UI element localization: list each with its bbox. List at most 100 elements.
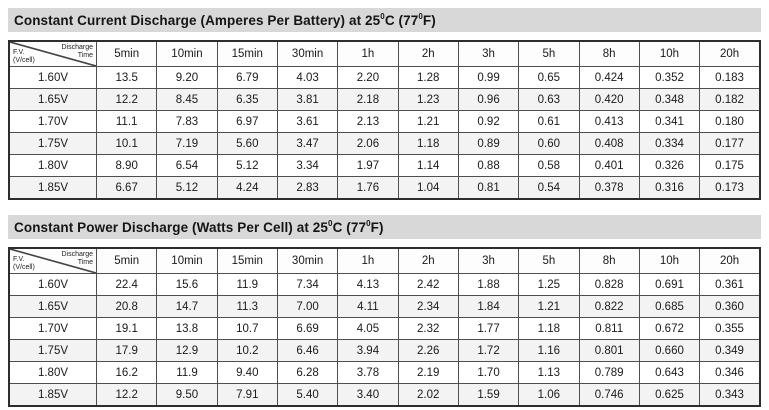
data-cell: 1.88 xyxy=(457,273,520,296)
data-cell: 0.691 xyxy=(638,273,701,296)
column-header-1h: 1h xyxy=(337,247,399,274)
data-cell: 5.40 xyxy=(276,383,339,407)
data-cell: 11.1 xyxy=(95,110,158,133)
header-row: Discharge Time F.V. (V/cell) 5min 10min 15min 3… xyxy=(8,247,761,274)
data-cell: 0.811 xyxy=(578,317,640,340)
table-row: 1.75V 17.9 12.9 10.2 6.46 3.94 2.26 1.72 1.16 0.8… xyxy=(8,339,761,362)
corner-header-cell: Discharge Time F.V. (V/cell) xyxy=(8,40,97,67)
data-cell: 9.50 xyxy=(156,383,218,407)
data-cell: 0.96 xyxy=(457,88,520,111)
table-row: 1.65V 12.2 8.45 6.35 3.81 2.18 1.23 0.96 0.63 0.4… xyxy=(8,88,761,111)
corner-label-final-voltage: F.V. (V/cell) xyxy=(13,49,35,64)
row-header-voltage: 1.75V xyxy=(8,339,97,362)
data-cell: 2.06 xyxy=(337,132,399,155)
section-title-constant-current: Constant Current Discharge (Amperes Per … xyxy=(14,11,436,28)
section-title-bar-constant-power: Constant Power Discharge (Watts Per Cell… xyxy=(8,215,761,239)
data-cell: 0.361 xyxy=(699,273,761,296)
table-row: 1.85V 12.2 9.50 7.91 5.40 3.40 2.02 1.59 1.06 0.7… xyxy=(8,383,761,407)
data-cell: 0.660 xyxy=(638,339,701,362)
data-cell: 12.9 xyxy=(156,339,218,362)
data-cell: 1.70 xyxy=(457,361,520,384)
data-cell: 2.18 xyxy=(337,88,399,111)
data-cell: 0.316 xyxy=(638,176,701,200)
data-cell: 1.18 xyxy=(397,132,459,155)
row-header-voltage: 1.85V xyxy=(8,383,97,407)
data-cell: 0.65 xyxy=(518,66,580,89)
data-cell: 5.12 xyxy=(156,176,218,200)
data-cell: 12.2 xyxy=(95,383,158,407)
data-cell: 0.672 xyxy=(638,317,701,340)
data-cell: 0.352 xyxy=(638,66,701,89)
column-header-20h: 20h xyxy=(699,247,761,274)
data-cell: 1.18 xyxy=(518,317,580,340)
data-cell: 4.24 xyxy=(216,176,278,200)
data-cell: 0.99 xyxy=(457,66,520,89)
data-cell: 7.19 xyxy=(156,132,218,155)
data-cell: 7.34 xyxy=(276,273,339,296)
data-cell: 13.5 xyxy=(95,66,158,89)
constant-power-section: Constant Power Discharge (Watts Per Cell… xyxy=(8,215,761,407)
data-cell: 1.97 xyxy=(337,154,399,177)
data-cell: 13.8 xyxy=(156,317,218,340)
data-cell: 14.7 xyxy=(156,295,218,318)
data-cell: 0.789 xyxy=(578,361,640,384)
data-cell: 17.9 xyxy=(95,339,158,362)
data-cell: 2.34 xyxy=(397,295,459,318)
data-cell: 0.343 xyxy=(699,383,761,407)
constant-current-table: Discharge Time F.V. (V/cell) 5min 10min 15min 3… xyxy=(8,40,761,200)
data-cell: 1.84 xyxy=(457,295,520,318)
row-header-voltage: 1.85V xyxy=(8,176,97,200)
column-header-10min: 10min xyxy=(156,40,218,67)
data-cell: 0.60 xyxy=(518,132,580,155)
corner-label-discharge-time: Discharge Time xyxy=(61,251,93,266)
row-header-voltage: 1.80V xyxy=(8,154,97,177)
data-cell: 0.408 xyxy=(578,132,640,155)
data-cell: 4.05 xyxy=(337,317,399,340)
data-cell: 0.341 xyxy=(638,110,701,133)
table-row: 1.70V 11.1 7.83 6.97 3.61 2.13 1.21 0.92 0.61 0.4… xyxy=(8,110,761,133)
data-cell: 4.03 xyxy=(276,66,339,89)
data-cell: 3.81 xyxy=(276,88,339,111)
data-cell: 7.91 xyxy=(216,383,278,407)
column-header-5h: 5h xyxy=(518,40,580,67)
column-header-10min: 10min xyxy=(156,247,218,274)
column-header-3h: 3h xyxy=(457,40,520,67)
data-cell: 0.355 xyxy=(699,317,761,340)
data-cell: 3.78 xyxy=(337,361,399,384)
data-cell: 1.77 xyxy=(457,317,520,340)
data-cell: 2.32 xyxy=(397,317,459,340)
data-cell: 0.92 xyxy=(457,110,520,133)
data-cell: 0.349 xyxy=(699,339,761,362)
data-cell: 19.1 xyxy=(95,317,158,340)
diagonal-divider-line xyxy=(10,42,96,66)
data-cell: 0.822 xyxy=(578,295,640,318)
data-cell: 11.9 xyxy=(216,273,278,296)
corner-label-final-voltage: F.V. (V/cell) xyxy=(13,256,35,271)
data-cell: 7.00 xyxy=(276,295,339,318)
data-cell: 0.334 xyxy=(638,132,701,155)
data-cell: 0.348 xyxy=(638,88,701,111)
data-cell: 4.11 xyxy=(337,295,399,318)
data-cell: 2.19 xyxy=(397,361,459,384)
diagonal-divider-line xyxy=(10,249,96,273)
data-cell: 2.83 xyxy=(276,176,339,200)
data-cell: 4.13 xyxy=(337,273,399,296)
data-cell: 8.45 xyxy=(156,88,218,111)
row-header-voltage: 1.60V xyxy=(8,273,97,296)
data-cell: 1.16 xyxy=(518,339,580,362)
table-row: 1.65V 20.8 14.7 11.3 7.00 4.11 2.34 1.84 1.21 0.8… xyxy=(8,295,761,318)
data-cell: 16.2 xyxy=(95,361,158,384)
row-header-voltage: 1.65V xyxy=(8,88,97,111)
data-cell: 0.625 xyxy=(638,383,701,407)
data-cell: 2.26 xyxy=(397,339,459,362)
row-header-voltage: 1.70V xyxy=(8,317,97,340)
data-cell: 3.94 xyxy=(337,339,399,362)
data-cell: 20.8 xyxy=(95,295,158,318)
table-row: 1.70V 19.1 13.8 10.7 6.69 4.05 2.32 1.77 1.18 0.8… xyxy=(8,317,761,340)
data-cell: 10.7 xyxy=(216,317,278,340)
data-cell: 0.360 xyxy=(699,295,761,318)
row-header-voltage: 1.80V xyxy=(8,361,97,384)
data-cell: 0.746 xyxy=(578,383,640,407)
data-cell: 7.83 xyxy=(156,110,218,133)
table-row: 1.85V 6.67 5.12 4.24 2.83 1.76 1.04 0.81 0.54 0.3… xyxy=(8,176,761,200)
